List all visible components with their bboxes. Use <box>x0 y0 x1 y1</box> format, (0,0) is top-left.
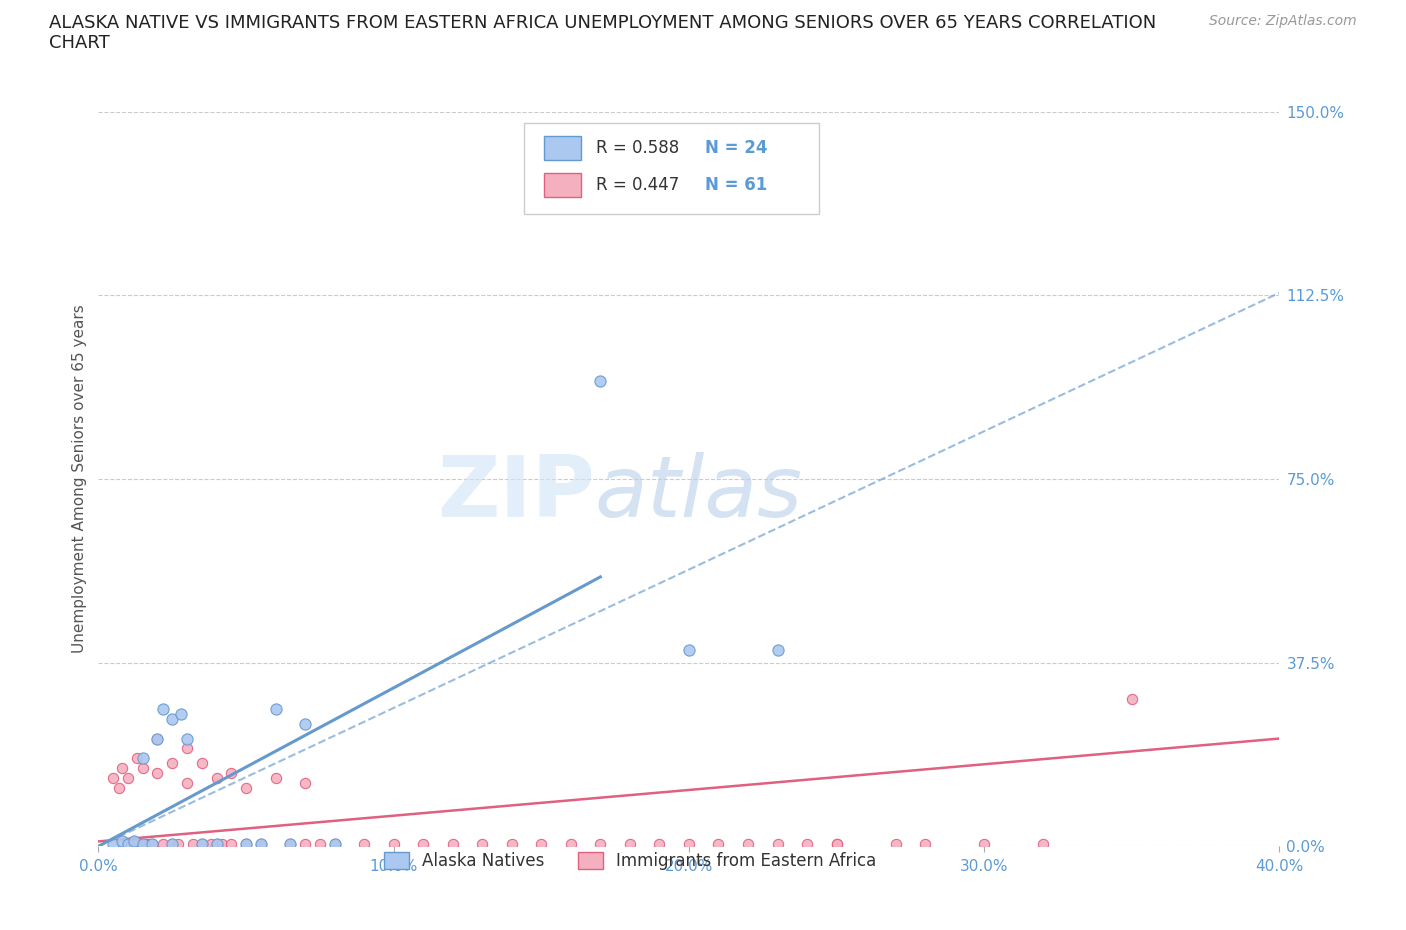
Point <box>884 836 907 851</box>
Point <box>678 836 700 851</box>
Text: ALASKA NATIVE VS IMMIGRANTS FROM EASTERN AFRICA UNEMPLOYMENT AMONG SENIORS OVER : ALASKA NATIVE VS IMMIGRANTS FROM EASTERN… <box>49 14 1157 32</box>
Point <box>973 836 995 851</box>
Point <box>167 836 190 851</box>
Point <box>737 836 759 851</box>
Point <box>132 836 155 851</box>
Point <box>152 836 174 851</box>
Point <box>170 707 193 722</box>
Point <box>176 776 198 790</box>
Point <box>191 836 214 851</box>
Point <box>111 834 134 849</box>
Point <box>264 770 287 785</box>
Text: CHART: CHART <box>49 34 110 52</box>
Point <box>1032 836 1054 851</box>
FancyBboxPatch shape <box>544 136 582 161</box>
Point <box>146 765 169 780</box>
Point <box>108 780 131 795</box>
Point <box>796 836 818 851</box>
Point <box>280 836 302 851</box>
Point <box>162 836 183 851</box>
Text: R = 0.447: R = 0.447 <box>596 176 679 194</box>
Text: N = 61: N = 61 <box>706 176 768 194</box>
Point <box>766 643 789 658</box>
Point <box>132 751 155 765</box>
Point <box>138 836 160 851</box>
Point <box>141 836 163 851</box>
Point <box>205 836 228 851</box>
Point <box>176 741 198 756</box>
Point <box>122 834 145 849</box>
Point <box>122 836 145 851</box>
Point <box>200 836 222 851</box>
Point <box>294 776 316 790</box>
Point <box>1121 692 1143 707</box>
Point <box>162 711 183 726</box>
Point <box>117 770 139 785</box>
Point <box>141 836 163 851</box>
Point <box>132 761 155 776</box>
Point <box>146 731 169 746</box>
Point <box>323 836 346 851</box>
Point <box>162 755 183 770</box>
Text: atlas: atlas <box>595 452 803 535</box>
Point <box>205 770 228 785</box>
Point <box>152 702 174 717</box>
Point <box>294 836 316 851</box>
Point <box>323 836 346 851</box>
Point <box>162 836 183 851</box>
Point <box>135 836 157 851</box>
Point <box>221 765 243 780</box>
Point <box>560 836 582 851</box>
Point <box>648 836 671 851</box>
Point <box>619 836 641 851</box>
Text: Source: ZipAtlas.com: Source: ZipAtlas.com <box>1209 14 1357 28</box>
Point <box>146 731 169 746</box>
Point <box>132 836 155 851</box>
Point <box>914 836 936 851</box>
Point <box>117 836 139 851</box>
Point <box>825 836 848 851</box>
FancyBboxPatch shape <box>523 123 818 215</box>
Point <box>441 836 464 851</box>
Point <box>309 836 332 851</box>
Point <box>294 716 316 731</box>
Point <box>211 836 233 851</box>
Point <box>678 643 700 658</box>
Point <box>103 770 125 785</box>
Text: R = 0.588: R = 0.588 <box>596 140 679 157</box>
Point <box>235 780 257 795</box>
Point <box>264 702 287 717</box>
Point <box>589 836 612 851</box>
Legend: Alaska Natives, Immigrants from Eastern Africa: Alaska Natives, Immigrants from Eastern … <box>375 844 884 878</box>
Point <box>235 836 257 851</box>
Point <box>589 374 612 389</box>
Point <box>412 836 434 851</box>
Point <box>191 836 214 851</box>
Point <box>353 836 375 851</box>
Point <box>825 836 848 851</box>
Point <box>471 836 494 851</box>
Point <box>117 836 139 851</box>
Text: N = 24: N = 24 <box>706 140 768 157</box>
Point <box>235 836 257 851</box>
Point <box>250 836 273 851</box>
Point <box>382 836 405 851</box>
Point <box>125 751 148 765</box>
Text: ZIP: ZIP <box>437 452 595 535</box>
Point <box>111 761 134 776</box>
Point <box>176 731 198 746</box>
Point <box>205 836 228 851</box>
Point <box>501 836 523 851</box>
Point <box>766 836 789 851</box>
Point <box>103 836 125 851</box>
Point <box>280 836 302 851</box>
Point <box>707 836 730 851</box>
Point <box>191 755 214 770</box>
Y-axis label: Unemployment Among Seniors over 65 years: Unemployment Among Seniors over 65 years <box>72 305 87 653</box>
Point <box>221 836 243 851</box>
Point <box>530 836 553 851</box>
Point <box>181 836 204 851</box>
Point <box>250 836 273 851</box>
FancyBboxPatch shape <box>544 173 582 197</box>
